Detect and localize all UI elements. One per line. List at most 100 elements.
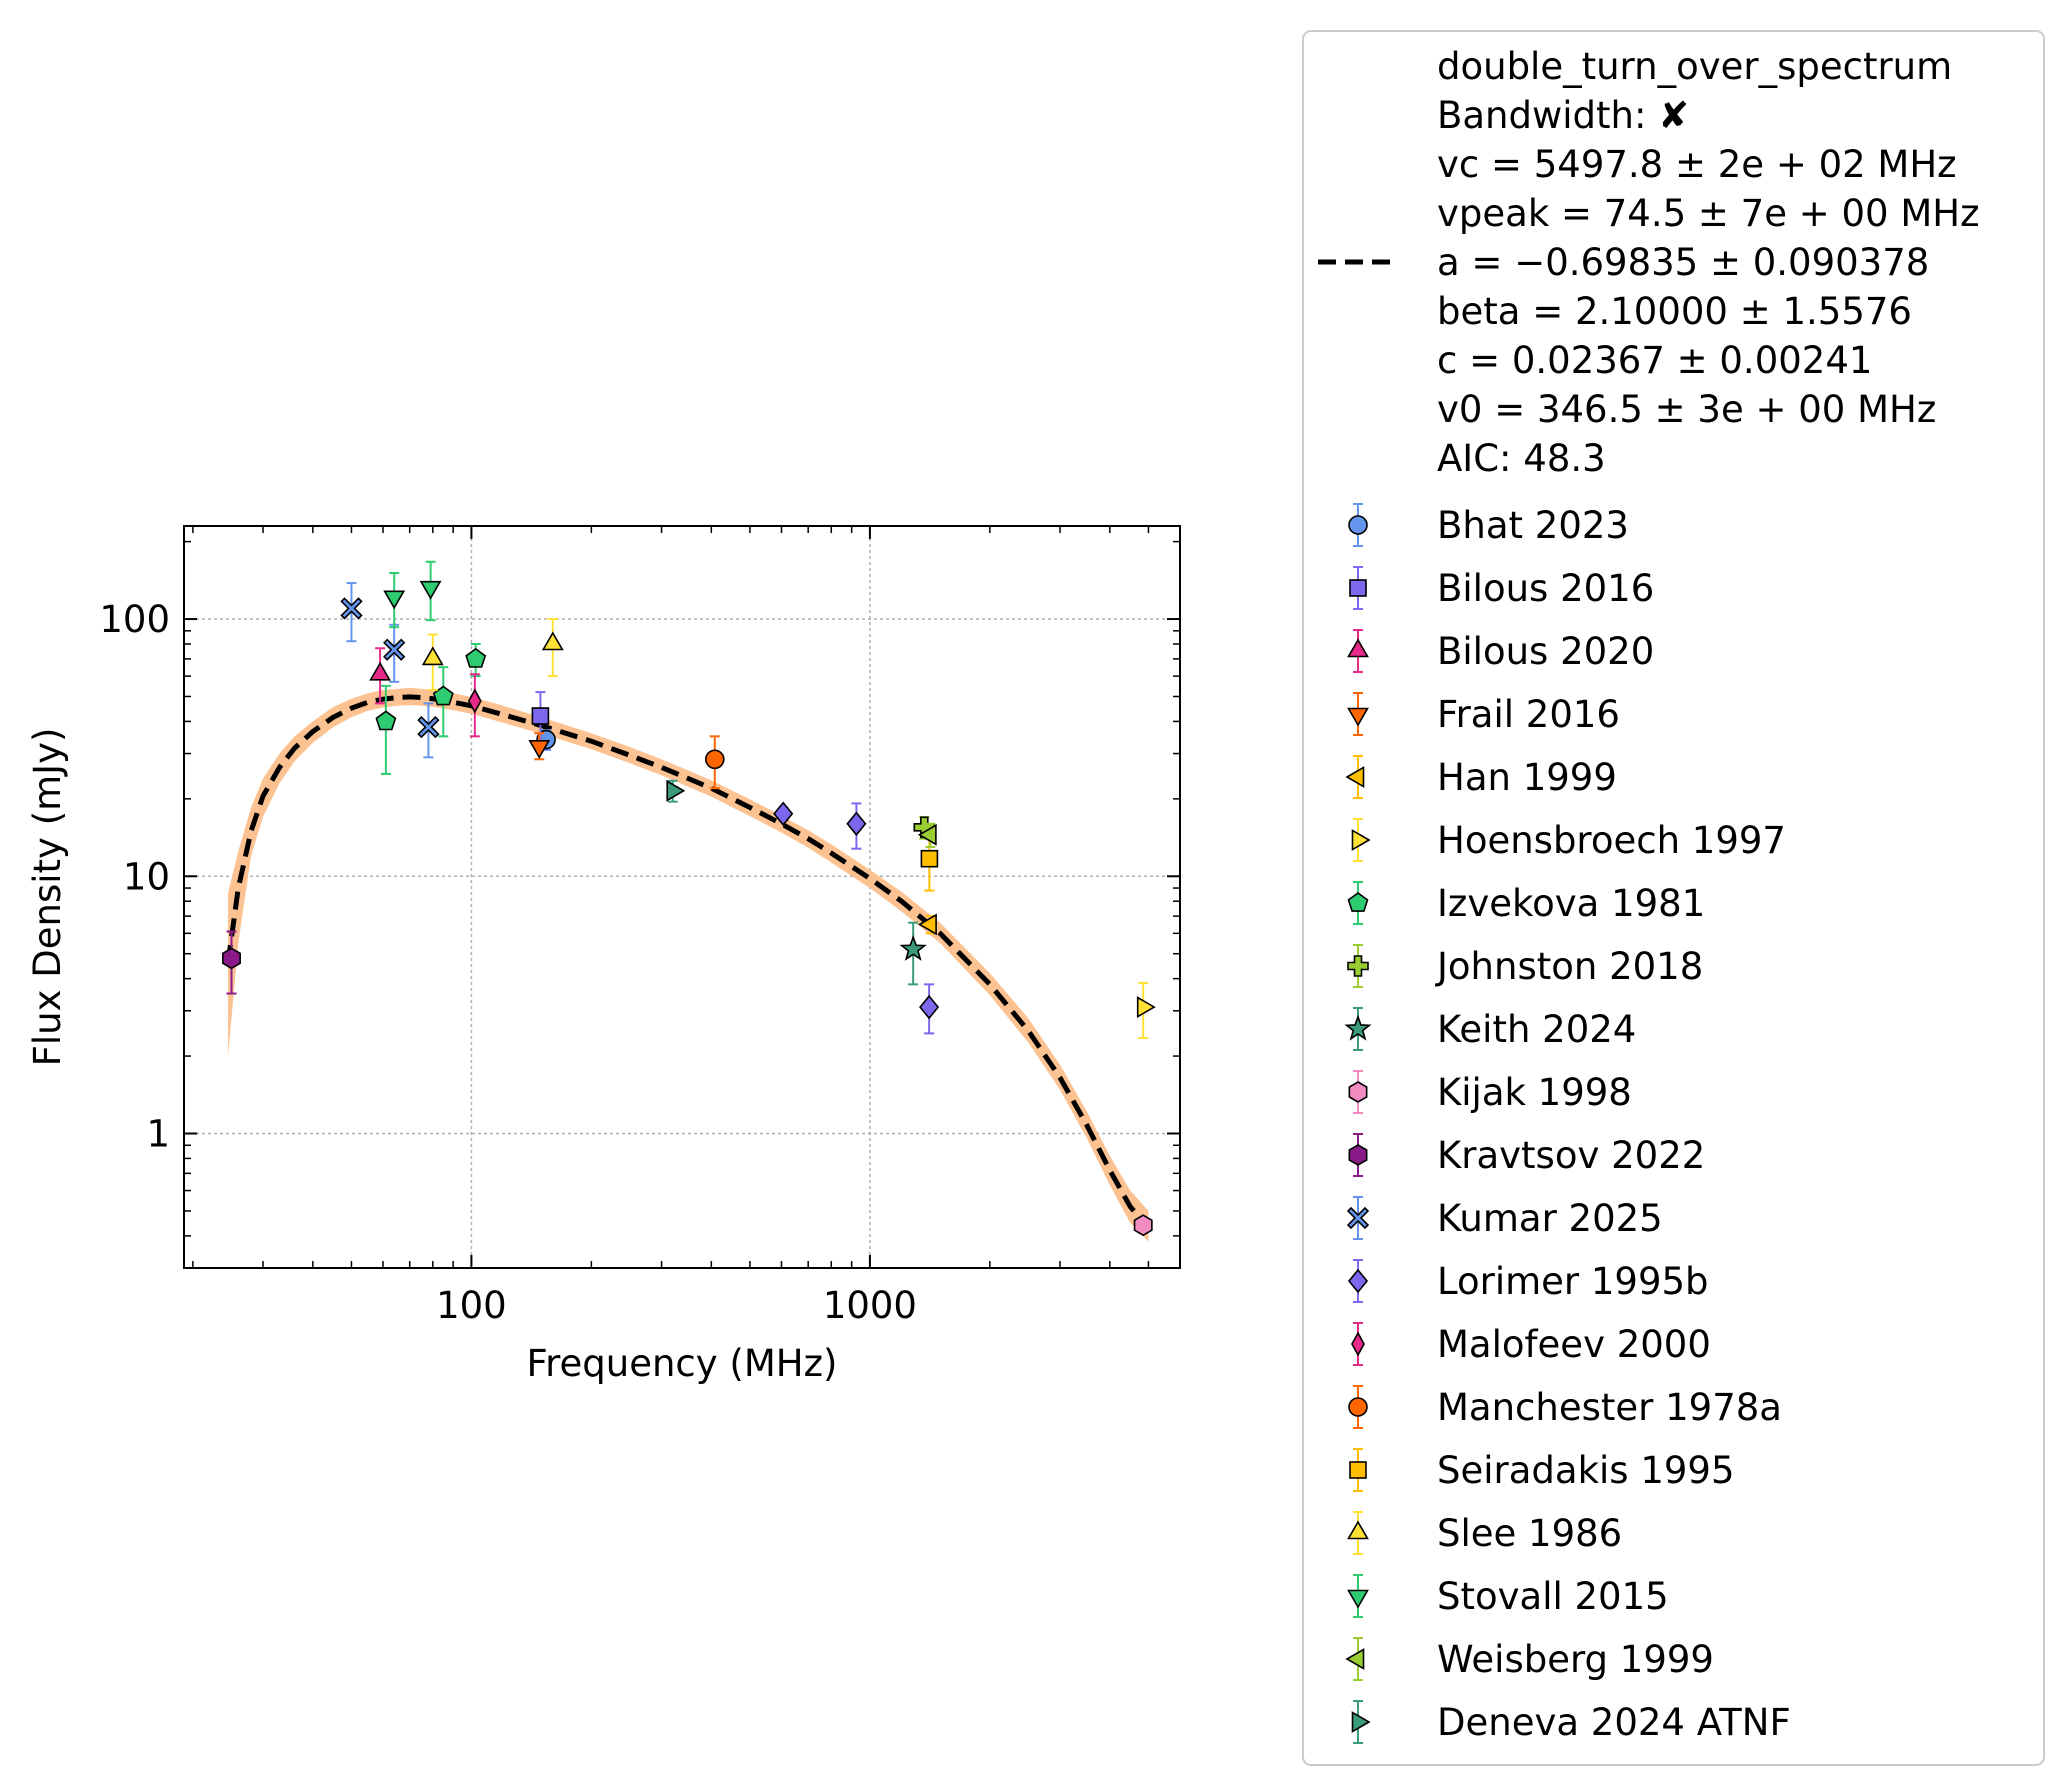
x-tick-label: 100 <box>436 1284 507 1327</box>
legend-fit-text: v0 = 346.5 ± 3e + 00 MHz <box>1437 388 1936 431</box>
legend-marker <box>1351 829 1371 851</box>
marker-shape <box>369 661 392 681</box>
data-point <box>465 647 487 668</box>
legend-series-label: Bilous 2020 <box>1437 630 1654 673</box>
legend-marker <box>1349 1461 1367 1479</box>
marker-shape <box>465 647 487 668</box>
marker-shape <box>917 823 937 846</box>
data-point <box>417 715 440 739</box>
legend-marker <box>1347 707 1369 727</box>
marker-shape <box>1348 1397 1368 1417</box>
marker-shape <box>1136 996 1156 1019</box>
marker-shape <box>222 947 241 970</box>
y-tick-label: 1 <box>146 1113 170 1156</box>
legend-fit-text: double_turn_over_spectrum <box>1437 45 1952 88</box>
data-point <box>531 707 550 725</box>
legend-series-label: Malofeev 2000 <box>1437 1323 1711 1366</box>
legend-series-label: Manchester 1978a <box>1437 1386 1782 1429</box>
marker-shape <box>375 710 397 731</box>
data-point <box>528 739 551 759</box>
data-point <box>383 638 406 661</box>
legend-frame <box>1302 30 2045 1766</box>
legend-series-label: Bilous 2016 <box>1437 567 1654 610</box>
marker-shape <box>1348 515 1368 535</box>
x-tick-label: 1000 <box>823 1284 917 1327</box>
legend-series-label: Weisberg 1999 <box>1437 1638 1714 1681</box>
legend-marker <box>1347 955 1369 977</box>
marker-shape <box>1348 1144 1368 1166</box>
legend-series-label: Stovall 2015 <box>1437 1575 1669 1618</box>
marker-shape <box>1348 1081 1368 1103</box>
data-point <box>899 934 927 961</box>
marker-shape <box>773 801 794 827</box>
legend-series-label: Han 1999 <box>1437 756 1617 799</box>
marker-shape <box>1349 1461 1367 1479</box>
fit-band-area <box>228 687 1149 1242</box>
data-point <box>340 597 363 620</box>
legend-marker <box>1347 1520 1369 1540</box>
data-point <box>917 823 937 846</box>
marker-shape <box>1133 1214 1153 1237</box>
data-point <box>421 646 444 666</box>
data-point <box>704 749 725 770</box>
data-point <box>1136 996 1156 1019</box>
data-point <box>541 631 564 651</box>
legend-series-label: Bhat 2023 <box>1437 504 1629 547</box>
marker-shape <box>1351 1711 1371 1733</box>
x-axis-label: Frequency (MHz) <box>527 1342 838 1385</box>
marker-shape <box>1345 766 1365 788</box>
marker-shape <box>1344 1014 1372 1041</box>
grid-lines <box>184 526 1180 1268</box>
legend-marker <box>1344 1014 1372 1041</box>
y-tick-label: 10 <box>123 855 170 898</box>
legend-fit-text: a = −0.69835 ± 0.090378 <box>1437 241 1929 284</box>
data-point <box>432 685 454 706</box>
marker-shape <box>419 580 442 600</box>
data-point <box>846 811 867 837</box>
legend-marker <box>1348 1081 1368 1103</box>
legend: double_turn_over_spectrum Bandwidth: ✘ vc … <box>1302 30 2045 1766</box>
legend-marker <box>1345 766 1365 788</box>
marker-shape <box>1345 1648 1365 1670</box>
fit-curve-line <box>225 694 1151 1230</box>
legend-series-label: Seiradakis 1995 <box>1437 1449 1734 1492</box>
marker-shape <box>1347 638 1369 658</box>
legend-fit-text: c = 0.02367 ± 0.00241 <box>1437 339 1872 382</box>
marker-shape <box>531 707 550 725</box>
fit-uncertainty-band <box>228 687 1149 1242</box>
marker-shape <box>417 715 440 739</box>
marker-shape <box>541 631 564 651</box>
marker-shape <box>1347 955 1369 977</box>
axis-ticks: 100 1000 1 10 100 <box>99 526 1180 1327</box>
legend-series-label: Lorimer 1995b <box>1437 1260 1709 1303</box>
marker-shape <box>1347 1520 1369 1540</box>
legend-marker <box>1347 1268 1369 1294</box>
legend-series-label: Izvekova 1981 <box>1437 882 1705 925</box>
data-point <box>920 849 939 868</box>
legend-fit-text: vc = 5497.8 ± 2e + 02 MHz <box>1437 143 1957 186</box>
legend-marker <box>1348 1144 1368 1166</box>
legend-marker <box>1347 1589 1369 1609</box>
legend-marker <box>1347 892 1369 912</box>
data-points <box>222 560 1156 1237</box>
legend-series-label: Hoensbroech 1997 <box>1437 819 1786 862</box>
marker-shape <box>1347 1268 1369 1294</box>
data-point <box>419 580 442 600</box>
marker-shape <box>432 685 454 706</box>
marker-shape <box>919 994 940 1020</box>
marker-shape <box>920 849 939 868</box>
fit-curve <box>225 694 1151 1230</box>
marker-shape <box>1347 707 1369 727</box>
data-point <box>666 779 686 802</box>
legend-series-label: Keith 2024 <box>1437 1008 1636 1051</box>
data-point <box>918 913 937 936</box>
legend-series-label: Johnston 2018 <box>1435 945 1703 988</box>
legend-fit-text: Bandwidth: ✘ <box>1437 94 1689 137</box>
marker-shape <box>1347 1589 1369 1609</box>
legend-marker <box>1347 638 1369 658</box>
marker-shape <box>421 646 444 666</box>
y-tick-label: 100 <box>99 598 170 641</box>
data-point <box>222 947 241 970</box>
marker-shape <box>899 934 927 961</box>
